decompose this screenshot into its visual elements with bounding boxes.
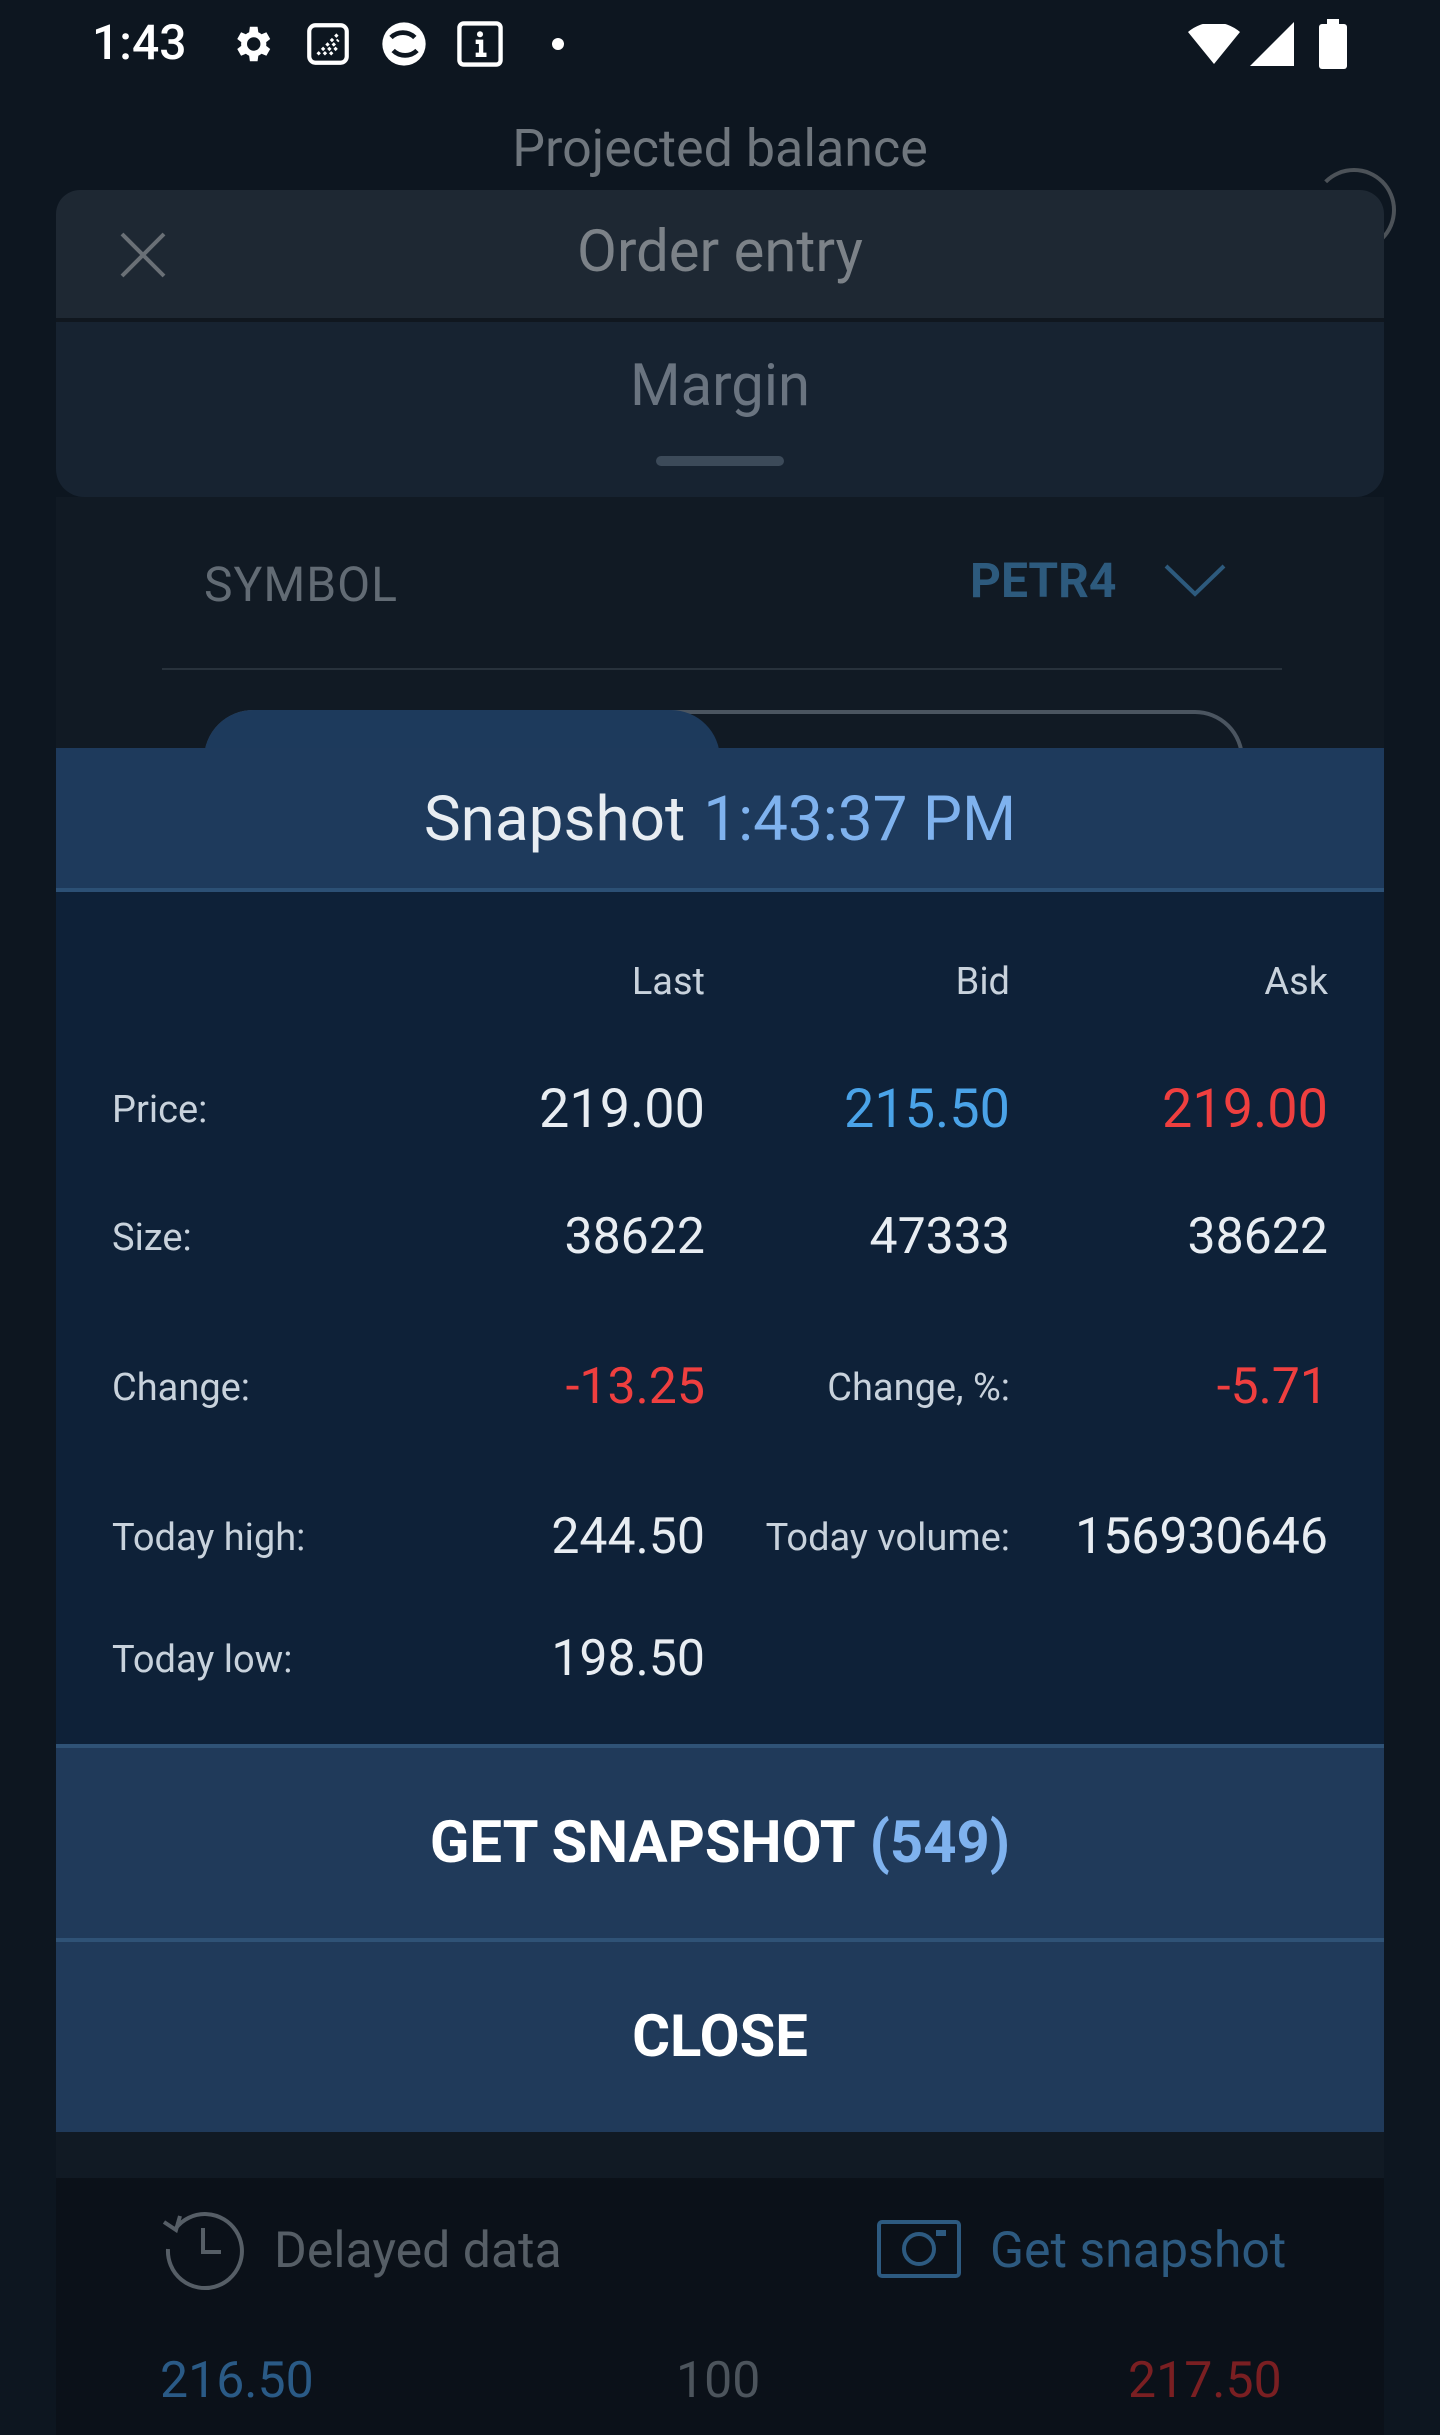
battery-icon (1316, 18, 1350, 70)
change-pct-value: -5.71 (1216, 1358, 1328, 1416)
header-divider (56, 888, 1384, 892)
column-header-ask: Ask (1264, 960, 1328, 1004)
size-label: Size: (112, 1216, 192, 1260)
column-header-last: Last (631, 960, 705, 1004)
today-volume-value: 156930646 (1075, 1508, 1328, 1566)
price-label: Price: (112, 1088, 208, 1132)
divider (56, 1938, 1384, 1942)
today-high-value: 244.50 (551, 1508, 705, 1566)
get-snapshot-label: GET SNAPSHOT (429, 1809, 856, 1877)
today-volume-label: Today volume: (765, 1516, 1010, 1560)
cell-signal-icon (1248, 18, 1296, 70)
snapshot-count: (549) (869, 1809, 1011, 1877)
dialog-title: Snapshot (423, 782, 686, 856)
quote-bar (56, 2178, 1384, 2435)
delayed-data-label: Delayed data (274, 2222, 562, 2280)
get-snapshot-button[interactable]: GET SNAPSHOT (549) (56, 1748, 1384, 1938)
chevron-down-icon[interactable] (1162, 560, 1228, 604)
price-last: 219.00 (539, 1078, 705, 1141)
today-high-label: Today high: (112, 1516, 306, 1560)
margin-sheet[interactable] (56, 322, 1384, 497)
status-time: 1:43 (92, 14, 187, 71)
history-clock-icon (158, 2204, 248, 2298)
quote-bid: 216.50 (160, 2352, 314, 2410)
status-bar: 1:43 (0, 0, 1440, 88)
close-button[interactable]: CLOSE (56, 1942, 1384, 2132)
symbol-label: SYMBOL (204, 556, 399, 613)
close-icon[interactable] (118, 230, 168, 280)
quote-size: 100 (676, 2352, 761, 2410)
divider (162, 668, 1282, 670)
change-label: Change: (112, 1366, 251, 1410)
margin-label: Margin (629, 352, 810, 420)
get-snapshot-link[interactable]: Get snapshot (990, 2222, 1287, 2280)
header-divider (56, 318, 1384, 322)
order-entry-header (56, 190, 1384, 318)
divider (56, 1744, 1384, 1748)
drag-handle[interactable] (656, 456, 784, 466)
projected-balance-title: Projected balance (512, 118, 928, 179)
close-label: CLOSE (632, 2003, 808, 2071)
order-entry-title: Order entry (577, 218, 863, 286)
info-icon (452, 18, 508, 70)
snapshot-time: 1:43:37 PM (703, 782, 1017, 856)
quote-ask: 217.50 (1128, 2352, 1282, 2410)
change-value: -13.25 (565, 1358, 705, 1416)
settings-icon (226, 18, 278, 70)
screenshot-icon (300, 18, 356, 70)
camera-icon[interactable] (876, 2214, 962, 2284)
change-pct-label: Change, %: (827, 1366, 1010, 1410)
price-ask: 219.00 (1162, 1078, 1328, 1141)
app-circle-icon (376, 18, 432, 70)
loading-spinner-icon (1312, 168, 1396, 252)
symbol-selector[interactable]: PETR4 (970, 552, 1117, 609)
price-bid: 215.50 (844, 1078, 1010, 1141)
size-bid: 47333 (869, 1208, 1010, 1266)
size-ask: 38622 (1187, 1208, 1328, 1266)
column-header-bid: Bid (955, 960, 1010, 1004)
notification-dot-icon (548, 18, 568, 70)
today-low-label: Today low: (112, 1638, 293, 1682)
wifi-icon (1186, 18, 1242, 70)
size-last: 38622 (564, 1208, 705, 1266)
dialog-header: Snapshot 1:43:37 PM (56, 748, 1384, 890)
today-low-value: 198.50 (551, 1630, 705, 1688)
